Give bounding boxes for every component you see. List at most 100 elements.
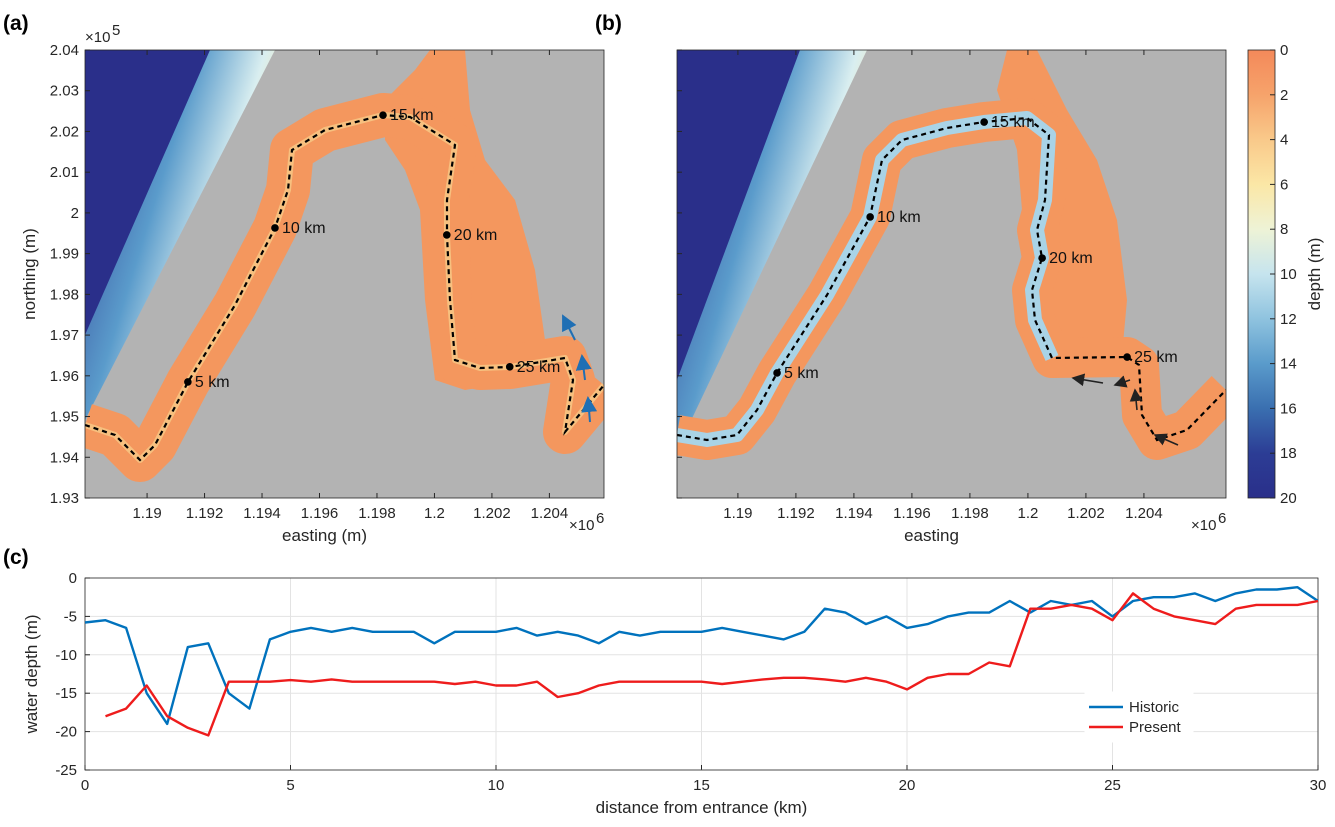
flow-arrow <box>581 396 598 423</box>
km-marker <box>773 369 781 377</box>
km-label: 15 km <box>390 107 434 124</box>
km-marker <box>443 231 451 239</box>
plot-frame <box>676 49 1227 499</box>
x-tick-label: 20 <box>899 777 916 794</box>
axis-multiplier: ×10 <box>1191 517 1216 534</box>
panel-label: (b) <box>595 12 622 35</box>
colorbar-tick-label: 2 <box>1280 87 1288 104</box>
axis-multiplier: ×10 <box>569 517 594 534</box>
panel-label: (c) <box>3 546 29 569</box>
km-label: 10 km <box>282 220 326 237</box>
axis-multiplier: ×10 <box>85 29 110 46</box>
km-label: 5 km <box>195 374 230 391</box>
y-tick-label: 0 <box>69 570 77 587</box>
plot-frame <box>84 577 1319 771</box>
km-label: 20 km <box>454 227 498 244</box>
x-tick-label: 1.194 <box>835 505 873 522</box>
y-axis-label: water depth (m) <box>22 614 41 734</box>
colorbar-tick-label: 12 <box>1280 311 1297 328</box>
ocean <box>677 50 800 380</box>
x-axis-label: easting <box>904 526 959 545</box>
x-tick-label: 1.198 <box>358 505 396 522</box>
map-image <box>85 50 604 498</box>
y-tick-label: 1.99 <box>50 246 79 263</box>
x-tick-label: 0 <box>81 777 89 794</box>
flow-arrow <box>575 354 592 381</box>
flow-arrow <box>1153 433 1179 446</box>
km-marker <box>184 378 192 386</box>
colorbar-tick-label: 4 <box>1280 132 1288 149</box>
x-tick-label: 30 <box>1310 777 1327 794</box>
flow-arrow <box>1071 373 1104 387</box>
km-marker <box>1038 254 1046 262</box>
y-tick-label: 1.98 <box>50 286 79 303</box>
x-tick-label: 1.202 <box>1067 505 1105 522</box>
colorbar-tick-label: 8 <box>1280 221 1288 238</box>
y-tick-label: 2 <box>71 205 79 222</box>
km-marker <box>1123 353 1131 361</box>
x-tick-label: 10 <box>488 777 505 794</box>
x-axis-label: distance from entrance (km) <box>596 798 808 817</box>
km-marker <box>980 118 988 126</box>
colorbar-label: depth (m) <box>1305 238 1324 311</box>
km-marker <box>379 111 387 119</box>
transect <box>85 113 604 462</box>
x-tick-label: 1.196 <box>301 505 339 522</box>
x-tick-label: 1.202 <box>473 505 511 522</box>
x-tick-label: 1.2 <box>1017 505 1038 522</box>
panel-label: (a) <box>3 12 29 35</box>
y-tick-label: -25 <box>55 762 77 779</box>
y-tick-label: 1.97 <box>50 327 79 344</box>
axis-multiplier-exponent: 6 <box>1218 510 1226 527</box>
colorbar-tick-label: 10 <box>1280 266 1297 283</box>
y-axis-label: northing (m) <box>20 228 39 320</box>
y-tick-label: -20 <box>55 724 77 741</box>
km-label: 15 km <box>991 114 1035 131</box>
y-tick-label: -15 <box>55 685 77 702</box>
x-tick-label: 1.198 <box>951 505 989 522</box>
x-tick-label: 1.196 <box>893 505 931 522</box>
axis-multiplier-exponent: 6 <box>596 510 604 527</box>
km-label: 20 km <box>1049 250 1093 267</box>
data-line <box>105 592 1319 737</box>
colorbar-tick-label: 6 <box>1280 176 1288 193</box>
x-tick-label: 15 <box>693 777 710 794</box>
y-tick-label: 2.02 <box>50 123 79 140</box>
colorbar-tick-label: 20 <box>1280 490 1297 507</box>
y-tick-label: 2.03 <box>50 83 79 100</box>
map-image <box>677 50 1226 498</box>
km-label: 25 km <box>517 359 561 376</box>
flow-arrow <box>1129 388 1143 411</box>
colorbar-tick-label: 18 <box>1280 445 1297 462</box>
y-tick-label: 1.96 <box>50 368 79 385</box>
transect <box>677 116 1226 442</box>
flow-arrow <box>562 314 577 341</box>
km-marker <box>866 213 874 221</box>
legend-label: Present <box>1129 719 1182 736</box>
legend-box <box>1084 691 1194 743</box>
x-tick-label: 1.19 <box>723 505 752 522</box>
x-tick-label: 1.192 <box>777 505 815 522</box>
colorbar-tick-label: 0 <box>1280 42 1288 59</box>
legend-label: Historic <box>1129 699 1180 716</box>
axis-multiplier-exponent: 5 <box>112 22 120 39</box>
plot-frame <box>84 49 605 499</box>
y-tick-label: 2.04 <box>50 42 79 59</box>
km-label: 5 km <box>784 365 819 382</box>
y-tick-label: -10 <box>55 647 77 664</box>
x-tick-label: 1.204 <box>531 505 569 522</box>
x-tick-label: 25 <box>1104 777 1121 794</box>
x-tick-label: 5 <box>286 777 294 794</box>
flow-arrow <box>1113 375 1131 388</box>
x-tick-label: 1.2 <box>424 505 445 522</box>
y-tick-label: 2.01 <box>50 164 79 181</box>
colorbar-tick-label: 14 <box>1280 356 1297 373</box>
y-tick-label: 1.95 <box>50 409 79 426</box>
x-axis-label: easting (m) <box>282 526 367 545</box>
km-label: 10 km <box>877 209 921 226</box>
km-marker <box>271 224 279 232</box>
y-tick-label: -5 <box>64 608 77 625</box>
y-tick-label: 1.93 <box>50 490 79 507</box>
